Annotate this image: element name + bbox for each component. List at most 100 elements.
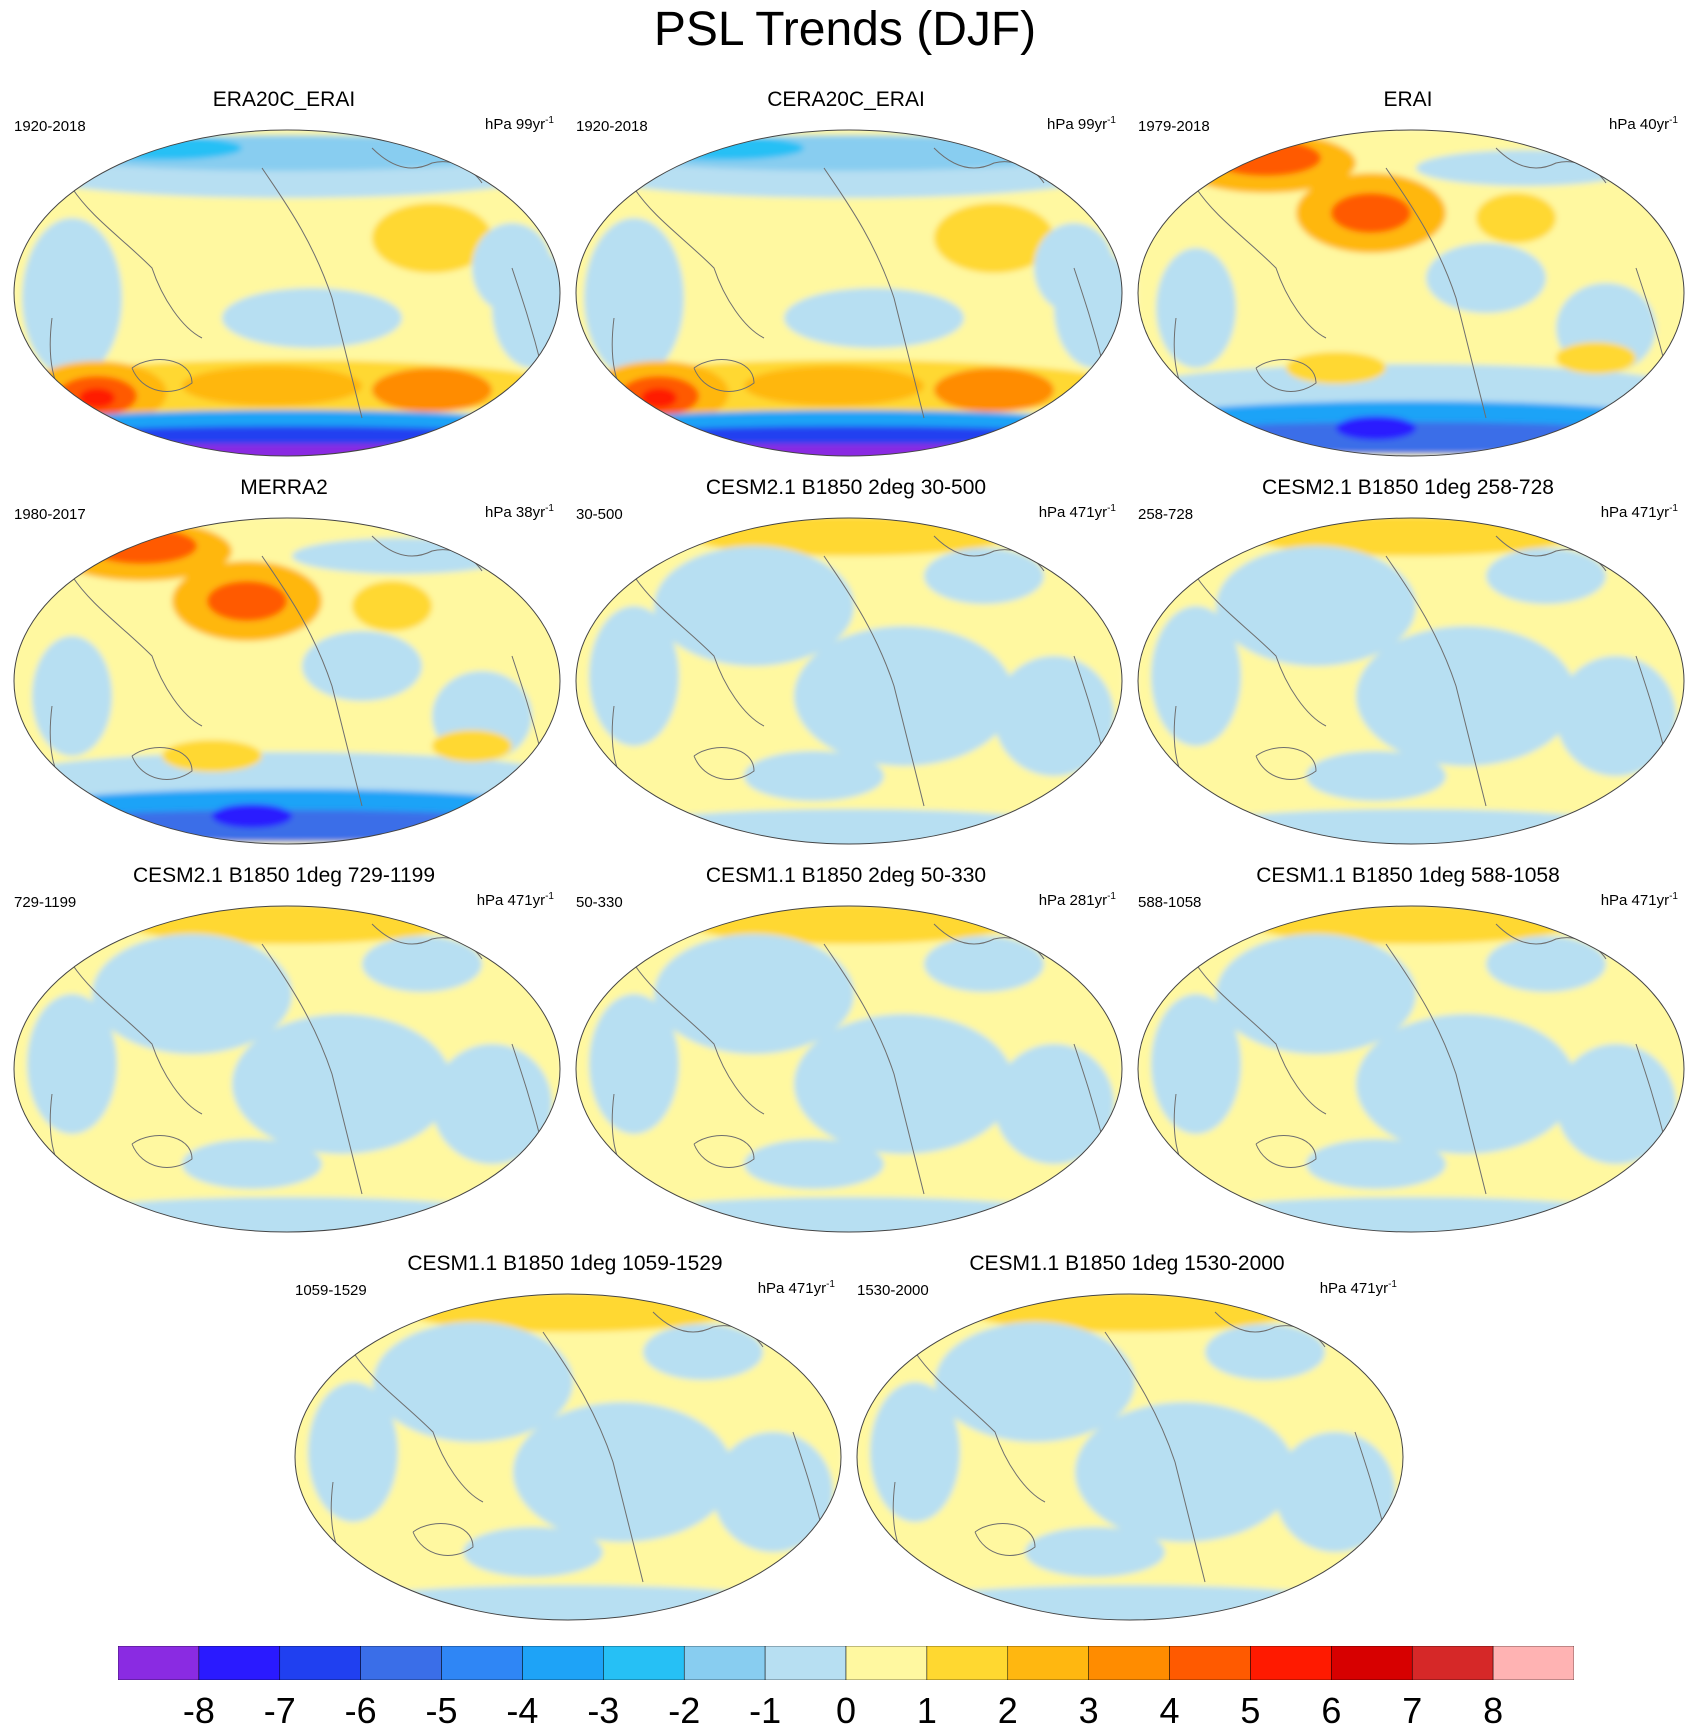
atlantic-neg [1556,1044,1676,1164]
pacific-neg [513,1402,733,1542]
panel-title: CESM2.1 B1850 1deg 729-1199 [133,864,435,887]
map-projection [1137,517,1685,845]
map-panel: ERAI 1979-2018 hPa 40yr-1 [1128,88,1688,458]
map-border [294,1293,842,1621]
pacific-neg [1426,243,1546,313]
panel-units: hPa 38yr-1 [485,503,554,521]
indian-neg [584,218,684,378]
units-text: hPa 471yr [1600,892,1670,909]
sh-pos [432,730,512,762]
arctic-pos [689,518,1009,556]
atlantic-pos [372,203,492,273]
panel-period: 1059-1529 [295,1282,367,1299]
atlantic-pos [352,581,432,631]
pacific-neg [794,1014,1014,1154]
map-border [13,517,561,845]
panel-period: 50-330 [576,894,623,911]
colorbar-box [683,1646,766,1680]
panel-units: hPa 281yr-1 [1039,891,1116,909]
atlantic-neg [432,1044,552,1164]
map-projection [294,1293,842,1621]
panel-period: 1979-2018 [1138,118,1210,135]
map-panel: CERA20C_ERAI 1920-2018 hPa 99yr-1 [566,88,1126,458]
map-panel: CESM2.1 B1850 1deg 258-728 258-728 hPa 471… [1128,476,1688,846]
colorbar-box [1088,1646,1170,1680]
panel-period: 588-1058 [1138,894,1202,911]
panel-period: 729-1199 [14,894,77,911]
arctic-pos [1251,906,1571,944]
pacific-neg [222,288,402,348]
antarctic-neg [609,1197,1089,1232]
colorbar-tick-label: 7 [1402,1690,1423,1731]
colorbar [118,1646,1574,1680]
arctic-neg [1486,548,1606,604]
antarctic-neg [890,1585,1370,1620]
atlantic-neg [994,656,1114,776]
map-projection [575,517,1123,845]
antarctic-neg [328,1585,808,1620]
pacific-neg [232,1014,452,1154]
pacific-neg [1216,934,1416,1054]
arctic-neg [1416,150,1636,186]
colorbar-box [1492,1646,1574,1680]
southern-neg [1306,1139,1446,1189]
coastlines [49,147,543,419]
colorbar-tick-label: -5 [425,1690,458,1731]
southern-neg [1306,751,1446,801]
arctic-neg [292,538,512,574]
pacific-neg [1216,546,1416,666]
panel-units: hPa 99yr-1 [1047,115,1116,133]
southern-neg [744,751,884,801]
indian-neg [22,218,122,378]
pacific-pos [207,581,287,621]
southern-neg [744,1139,884,1189]
panel-units: hPa 99yr-1 [485,115,554,133]
map-projection [1137,129,1685,457]
sh-pos [162,740,262,772]
indian-neg [589,994,679,1134]
pacific-neg [654,546,854,666]
colorbar-box [360,1646,442,1680]
colorbar-box [845,1646,928,1680]
panel-title: ERA20C_ERAI [212,88,356,111]
antarctic-neg [1171,809,1651,844]
arctic-neg [924,548,1044,604]
units-exponent: -1 [826,1279,835,1290]
arctic-pos [689,906,1009,944]
map-border [575,517,1123,845]
map-projection [13,517,561,845]
arctic-neg [1486,936,1606,992]
colorbar-tick-label: 3 [1078,1690,1099,1731]
panel-units: hPa 471yr-1 [1320,1279,1397,1297]
panel-title: CERA20C_ERAI [767,88,925,111]
sh-pos-core [641,388,677,408]
map-border [575,129,1123,457]
map-border [856,1293,1404,1621]
indian-neg [308,1382,398,1522]
units-text: hPa 38yr [485,504,546,521]
arctic-neg [643,1324,763,1380]
panel-units: hPa 471yr-1 [1601,891,1678,909]
indian-neg [1151,606,1241,746]
map-border [13,905,561,1233]
units-text: hPa 471yr [1600,504,1670,521]
panel-period: 30-500 [576,506,623,523]
colorbar-tick-label: 8 [1483,1690,1504,1731]
colorbar-box [1169,1646,1251,1680]
pacific-neg [1356,626,1576,766]
map-projection [575,129,1123,457]
colorbar-box [764,1646,847,1680]
antarctic-neg [609,809,1089,844]
pacific-pos [1331,193,1411,233]
units-exponent: -1 [1388,1279,1397,1290]
nh-pos-core [1211,140,1321,176]
map-border [13,129,561,457]
pacific-neg [92,934,292,1054]
sh-pos-core [744,366,924,406]
map-border [1137,517,1685,845]
map-panel: MERRA2 1980-2017 hPa 38yr-1 [4,476,564,846]
sh-neg-ring [1138,364,1684,416]
indian-neg [1151,994,1241,1134]
sh-neg-core [212,804,292,828]
panel-title: CESM2.1 B1850 2deg 30-500 [705,476,987,499]
